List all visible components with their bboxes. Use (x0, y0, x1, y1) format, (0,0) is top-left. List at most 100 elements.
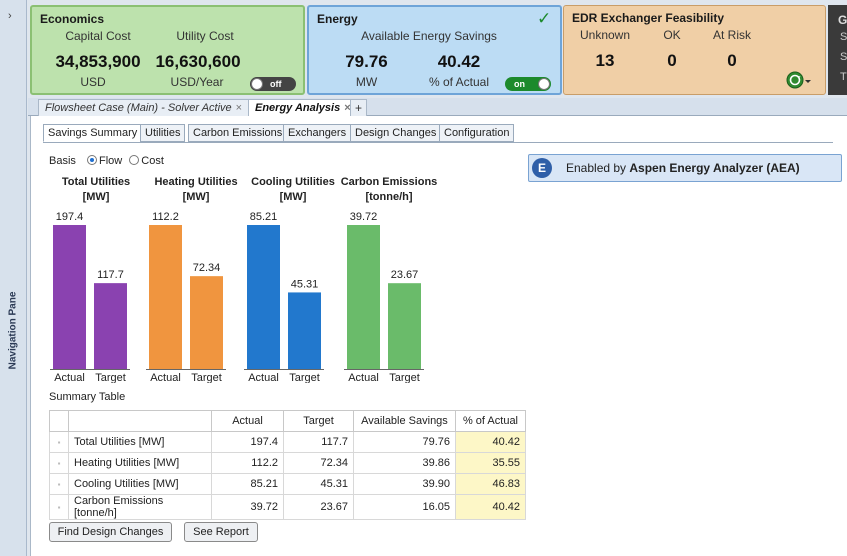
utility-cost-value: 16,630,600 (155, 52, 241, 71)
tab-savings-summary[interactable]: Savings Summary (43, 124, 143, 142)
chart-bar (288, 292, 321, 369)
column-header-name (68, 410, 212, 432)
row-target: 45.31 (283, 473, 354, 495)
tab-carbon-emissions[interactable]: Carbon Emissions (188, 124, 288, 142)
g-card[interactable]: G S S T (828, 5, 847, 95)
tab-flowsheet-case[interactable]: Flowsheet Case (Main) - Solver Active × (38, 99, 250, 116)
chart-data-label: 197.4 (56, 211, 84, 223)
energy-percent-value: 40.42 (437, 52, 481, 71)
row-actual: 39.72 (211, 494, 284, 520)
savings-bar-chart: Total Utilities [MW] 197.4 Actual 117.7 Targe… (50, 176, 438, 383)
refresh-dropdown-icon[interactable] (786, 70, 812, 90)
column-header-target: Target (283, 410, 354, 432)
chart-category-label: Actual (248, 372, 279, 383)
flow-radio-label[interactable]: Flow (98, 155, 123, 167)
row-gutter: ▪ (49, 494, 69, 520)
row-savings: 16.05 (353, 494, 456, 520)
edr-atrisk-label: At Risk (712, 28, 751, 42)
tab-configuration[interactable]: Configuration (439, 124, 515, 142)
capital-cost-unit: USD (80, 75, 106, 89)
table-row[interactable]: ▪ Total Utilities [MW] 197.4 117.7 79.76… (49, 431, 526, 453)
document-tab-strip: Flowsheet Case (Main) - Solver Active × E… (28, 98, 847, 116)
tab-utilities[interactable]: Utilities (140, 124, 186, 142)
check-icon: ✓ (537, 9, 552, 28)
energy-subtitle: Available Energy Savings (361, 29, 497, 43)
aea-text: Enabled by Aspen Energy Analyzer (AEA) (566, 161, 800, 175)
summary-table: Actual Target Available Savings % of Act… (49, 410, 526, 520)
row-savings: 79.76 (353, 431, 456, 453)
energy-card[interactable]: Energy ✓ Available Energy Savings 79.76 … (307, 5, 562, 95)
chart-category-label: Target (289, 372, 320, 383)
energy-analysis-panel: Savings Summary Utilities Carbon Emissio… (30, 116, 847, 556)
row-actual: 112.2 (211, 452, 284, 474)
edr-ok-value: 0 (667, 51, 677, 70)
economics-toggle[interactable]: off (250, 77, 296, 91)
row-gutter: ▪ (49, 452, 69, 474)
chart-data-label: 23.67 (391, 269, 419, 281)
g-card-letter: S (840, 51, 847, 63)
column-header-available-savings: Available Savings (353, 410, 456, 432)
column-header-percent-actual: % of Actual (455, 410, 526, 432)
cost-radio[interactable] (129, 155, 140, 165)
tab-energy-analysis[interactable]: Energy Analysis × (248, 99, 358, 116)
capital-cost-value: 34,853,900 (55, 52, 141, 71)
chart-group-title: Cooling Utilities (251, 176, 335, 188)
row-percent: 46.83 (455, 473, 526, 495)
flow-radio[interactable] (86, 155, 97, 165)
table-row[interactable]: ▪ Heating Utilities [MW] 112.2 72.34 39.… (49, 452, 526, 474)
row-name: Carbon Emissions [tonne/h] (68, 494, 212, 520)
table-row[interactable]: ▪ Cooling Utilities [MW] 85.21 45.31 39.… (49, 473, 526, 495)
chart-group-title: Carbon Emissions (341, 176, 438, 188)
edr-unknown-value: 13 (595, 51, 615, 70)
navigation-pane[interactable]: › Navigation Pane (0, 0, 27, 556)
subtab-divider (43, 142, 833, 143)
economics-title: Economics (40, 12, 105, 26)
chart-category-label: Target (191, 372, 222, 383)
row-name: Total Utilities [MW] (68, 431, 212, 453)
toggle-label: off (270, 79, 282, 89)
row-name: Heating Utilities [MW] (68, 452, 212, 474)
basis-selector: Basis Flow Cost (49, 155, 164, 167)
chart-group-title: Total Utilities (62, 176, 130, 188)
row-target: 72.34 (283, 452, 354, 474)
aea-logo-icon: E (532, 158, 552, 178)
table-header-row: Actual Target Available Savings % of Act… (49, 410, 526, 432)
chart-bar (149, 225, 182, 369)
close-icon[interactable]: × (235, 102, 243, 114)
chart-category-label: Target (389, 372, 420, 383)
column-header-actual: Actual (211, 410, 284, 432)
row-name: Cooling Utilities [MW] (68, 473, 212, 495)
add-tab-button[interactable]: + (350, 99, 368, 116)
g-card-title: G (838, 13, 847, 27)
chart-bar (388, 283, 421, 369)
table-row[interactable]: ▪ Carbon Emissions [tonne/h] 39.72 23.67… (49, 494, 526, 520)
chart-bar (94, 283, 127, 369)
energy-savings-value: 79.76 (345, 52, 388, 71)
tab-exchangers[interactable]: Exchangers (283, 124, 352, 142)
row-percent: 40.42 (455, 494, 526, 520)
navigation-pane-label: Navigation Pane (7, 291, 19, 370)
chart-data-label: 117.7 (97, 269, 124, 281)
cost-radio-label[interactable]: Cost (141, 155, 164, 167)
chevron-right-icon[interactable]: › (8, 10, 12, 22)
row-savings: 39.86 (353, 452, 456, 474)
close-icon[interactable]: × (344, 102, 351, 114)
toggle-label: on (514, 79, 525, 89)
see-report-button[interactable]: See Report (184, 522, 258, 542)
row-actual: 197.4 (211, 431, 284, 453)
tab-design-changes[interactable]: Design Changes (350, 124, 442, 142)
find-design-changes-button[interactable]: Find Design Changes (49, 522, 172, 542)
chart-bar (347, 225, 380, 369)
row-percent: 40.42 (455, 431, 526, 453)
edr-ok-label: OK (663, 28, 681, 42)
chart-data-label: 112.2 (152, 211, 179, 223)
economics-card[interactable]: Economics Capital Cost Utility Cost 34,8… (30, 5, 305, 95)
chart-group-unit: [tonne/h] (365, 191, 412, 203)
g-card-letter: T (840, 71, 847, 83)
energy-percent-unit: % of Actual (428, 75, 490, 89)
basis-label: Basis (49, 155, 76, 167)
row-savings: 39.90 (353, 473, 456, 495)
edr-feasibility-card[interactable]: EDR Exchanger Feasibility Unknown OK At … (563, 5, 826, 95)
row-gutter-header (49, 410, 69, 432)
energy-toggle[interactable]: on (505, 77, 551, 91)
